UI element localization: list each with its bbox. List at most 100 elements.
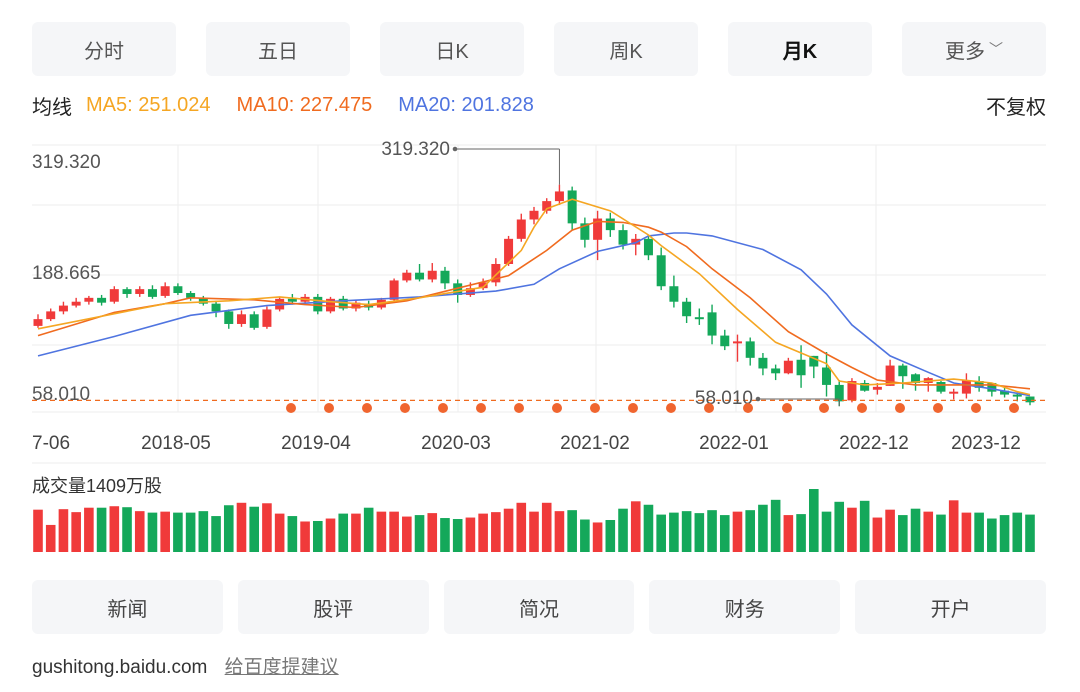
volume-bar: [618, 508, 628, 552]
candle-body: [71, 301, 81, 306]
event-dot: [362, 403, 372, 413]
candle-body: [313, 296, 323, 312]
volume-bar: [541, 502, 552, 552]
candle-body: [173, 286, 183, 294]
candle-body: [465, 288, 475, 295]
volume-bar: [605, 520, 616, 552]
event-dot: [590, 403, 600, 413]
volume-bar: [338, 513, 349, 552]
tab-five-day[interactable]: 五日: [206, 22, 350, 76]
candle-body: [593, 218, 603, 240]
volume-bar: [223, 505, 234, 552]
candle-body: [961, 380, 971, 394]
candle-body: [771, 368, 781, 374]
volume-bar: [122, 507, 132, 552]
volume-bar: [198, 511, 209, 552]
candle-body: [834, 384, 844, 402]
volume-bar: [236, 502, 247, 552]
volume-bar: [389, 511, 399, 552]
candle-body: [554, 191, 564, 202]
candle-body: [529, 210, 539, 220]
candle-body: [707, 312, 717, 336]
candlestick-chart: 319.320 58.010 319.320 188.665 58.010 7-06 20…: [32, 139, 1046, 552]
volume-bar: [1012, 512, 1023, 552]
volume-bar: [999, 515, 1010, 552]
volume-bar: [109, 506, 120, 552]
volume-bar: [961, 512, 972, 552]
tab-label: 日K: [435, 40, 469, 63]
comments-button[interactable]: 股评: [237, 580, 429, 634]
news-button[interactable]: 新闻: [32, 580, 223, 634]
volume-bar: [414, 515, 425, 552]
volume-bar: [491, 512, 501, 552]
ma10-line: [37, 220, 1031, 390]
candle-body: [631, 238, 641, 245]
max-annotation-dot: [452, 146, 458, 152]
candle-body: [58, 305, 68, 312]
candle-body: [97, 297, 107, 303]
ma20-value: MA20: 201.828: [398, 93, 534, 116]
tab-label: 月K: [782, 40, 818, 63]
volume-bar: [554, 511, 565, 552]
candle-body: [694, 317, 704, 320]
volume-bar: [974, 512, 984, 552]
tab-daily-k[interactable]: 日K: [380, 22, 524, 76]
volume-bar: [1025, 514, 1035, 552]
candle-body: [109, 289, 119, 302]
volume-bar: [707, 510, 717, 552]
period-tabs: 分时 五日 日K 周K 月K 更多 ﹀: [32, 22, 1046, 76]
volume-bar: [948, 500, 959, 552]
volume-bar: [681, 511, 692, 552]
event-dot: [782, 403, 792, 413]
event-dot: [743, 403, 753, 413]
profile-button[interactable]: 简况: [443, 580, 635, 634]
feedback-link[interactable]: 给百度提建议: [224, 657, 339, 678]
tab-label: 更多: [945, 40, 985, 63]
candle-body: [567, 190, 577, 224]
tab-weekly-k[interactable]: 周K: [554, 22, 698, 76]
chart-grid: [32, 144, 1046, 464]
candle-body: [783, 360, 793, 374]
candles-layer: [33, 184, 1035, 407]
x-axis-label: 2022-12: [839, 433, 909, 454]
volume-bar: [834, 501, 845, 552]
volume-bar: [173, 512, 183, 552]
volume-bar: [160, 511, 170, 552]
candle-body: [236, 314, 246, 324]
candle-body: [147, 289, 157, 297]
candle-body: [987, 382, 997, 392]
candle-body: [872, 386, 882, 390]
volume-bar: [249, 506, 260, 552]
tab-monthly-k[interactable]: 月K: [728, 22, 872, 76]
y-axis-label: 188.665: [32, 263, 101, 284]
ma-lines-layer: [37, 198, 1031, 397]
candle-body: [732, 341, 742, 344]
candle-body: [605, 218, 615, 231]
candle-body: [898, 365, 908, 377]
max-annotation-label: 319.320: [381, 139, 450, 160]
volume-bar: [910, 508, 921, 552]
volume-bar: [45, 524, 56, 552]
tab-more[interactable]: 更多 ﹀: [902, 22, 1046, 76]
volume-bar: [529, 511, 539, 552]
finance-button[interactable]: 财务: [649, 580, 841, 634]
x-axis-label: 2021-02: [560, 433, 630, 454]
candle-body: [478, 282, 488, 289]
open-account-button[interactable]: 开户: [855, 580, 1046, 634]
candle-body: [440, 270, 450, 284]
candle-body: [326, 298, 336, 312]
y-axis-label: 58.010: [32, 384, 90, 405]
candle-body: [949, 391, 959, 394]
ma10-value: MA10: 227.475: [236, 93, 373, 116]
tab-label: 周K: [609, 40, 643, 63]
volume-bar: [96, 507, 107, 552]
tab-intraday[interactable]: 分时: [32, 22, 176, 76]
x-axis-label: 2022-01: [699, 433, 769, 454]
candle-body: [656, 255, 666, 287]
volume-bar: [847, 507, 857, 552]
adjust-toggle[interactable]: 不复权: [986, 96, 1046, 119]
event-dot: [933, 403, 943, 413]
volume-bar: [898, 515, 908, 552]
volume-bar: [71, 512, 81, 552]
volume-bar: [796, 514, 806, 552]
